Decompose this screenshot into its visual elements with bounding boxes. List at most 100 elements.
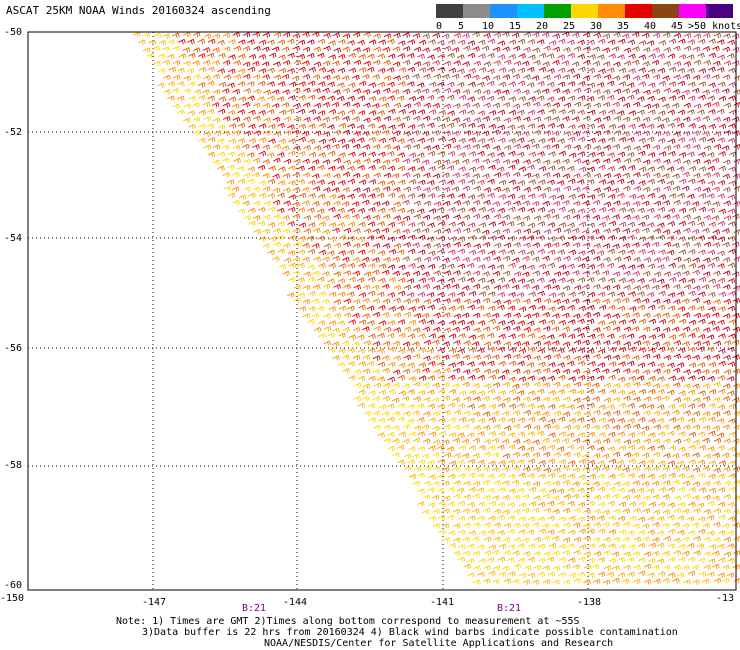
- wind-barb: [487, 178, 495, 185]
- wind-barb: [637, 430, 646, 437]
- wind-barb: [362, 383, 371, 390]
- wind-barb: [493, 32, 502, 38]
- wind-barb: [438, 179, 447, 185]
- wind-barb: [676, 166, 685, 172]
- wind-barb: [642, 536, 651, 542]
- wind-barb: [728, 67, 736, 74]
- wind-barb: [733, 200, 740, 207]
- wind-barb: [202, 89, 210, 95]
- wind-barb: [512, 185, 521, 192]
- wind-barb: [397, 138, 405, 144]
- wind-barb: [728, 166, 736, 173]
- wind-barb: [657, 53, 665, 60]
- wind-barb: [522, 452, 530, 458]
- wind-barb: [662, 327, 671, 333]
- wind-barb: [623, 47, 632, 54]
- wind-barb: [533, 355, 541, 361]
- wind-barb: [577, 432, 586, 438]
- wind-barb: [468, 290, 477, 297]
- wind-barb: [308, 306, 316, 312]
- wind-barb: [483, 439, 492, 445]
- wind-barb: [281, 73, 290, 80]
- wind-barb: [433, 116, 441, 123]
- wind-barb: [342, 59, 351, 66]
- wind-barb: [603, 313, 612, 319]
- wind-barb: [392, 145, 401, 151]
- wind-barb: [483, 102, 491, 109]
- wind-barb: [612, 451, 621, 458]
- wind-barb: [607, 39, 616, 46]
- wind-barb: [441, 523, 450, 529]
- wind-barb: [618, 346, 627, 353]
- wind-barb: [438, 123, 446, 130]
- wind-barb: [502, 46, 510, 53]
- wind-barb: [417, 179, 426, 186]
- wind-barb: [252, 102, 261, 109]
- wind-barb: [542, 579, 551, 585]
- wind-barb: [592, 424, 600, 431]
- wind-barb: [337, 110, 346, 116]
- wind-barb: [443, 424, 452, 430]
- wind-barb: [423, 465, 432, 472]
- wind-barb: [567, 124, 576, 130]
- wind-barb: [622, 494, 631, 501]
- wind-barb: [463, 466, 472, 472]
- wind-barb: [387, 445, 396, 452]
- wind-barb: [436, 206, 445, 213]
- wind-barb: [578, 250, 586, 256]
- wind-barb: [388, 136, 397, 143]
- wind-barb: [548, 488, 557, 494]
- wind-barb: [238, 194, 247, 200]
- wind-barb: [502, 187, 510, 193]
- wind-barb: [507, 432, 516, 438]
- wind-barb: [558, 206, 566, 213]
- wind-barb: [232, 171, 240, 178]
- wind-barb: [231, 103, 240, 109]
- wind-barb: [421, 509, 430, 516]
- wind-barb: [413, 466, 422, 473]
- wind-barb: [687, 109, 695, 115]
- wind-barb: [347, 262, 356, 269]
- wind-barb: [407, 362, 416, 368]
- wind-barb: [723, 410, 731, 416]
- wind-barb: [192, 31, 201, 38]
- wind-barb: [407, 39, 416, 45]
- wind-barb: [358, 80, 367, 87]
- wind-barb: [641, 214, 650, 221]
- wind-barb: [373, 382, 382, 389]
- wind-barb: [417, 488, 425, 495]
- wind-barb: [637, 194, 645, 200]
- wind-barb: [602, 481, 611, 488]
- wind-barb: [457, 291, 466, 298]
- wind-barb: [476, 487, 485, 493]
- wind-barb: [212, 89, 221, 95]
- wind-barb: [407, 137, 415, 144]
- wind-barb: [297, 179, 305, 185]
- wind-barb: [378, 39, 387, 45]
- wind-barb: [642, 340, 651, 346]
- wind-barb: [431, 494, 440, 501]
- wind-barb: [628, 375, 636, 382]
- wind-barb: [651, 550, 660, 557]
- wind-barb: [492, 410, 500, 417]
- wind-barb: [468, 472, 476, 479]
- wind-barb: [623, 551, 632, 557]
- wind-barb: [148, 39, 157, 46]
- wind-barb: [438, 263, 447, 270]
- wind-barb: [288, 262, 297, 269]
- wind-barb: [297, 292, 306, 298]
- wind-barb: [513, 130, 522, 137]
- wind-barb: [672, 479, 680, 486]
- legend-color-bar: [436, 4, 733, 18]
- wind-barb: [508, 96, 517, 102]
- wind-barb: [518, 572, 527, 579]
- wind-barb: [287, 206, 296, 213]
- lat-label-50: -50: [4, 27, 23, 38]
- wind-barb: [601, 423, 610, 430]
- wind-barb: [402, 438, 410, 445]
- wind-barb: [483, 354, 492, 360]
- wind-barb: [377, 417, 386, 424]
- wind-barb: [672, 214, 680, 220]
- wind-barb: [328, 40, 336, 46]
- wind-barb: [612, 271, 621, 277]
